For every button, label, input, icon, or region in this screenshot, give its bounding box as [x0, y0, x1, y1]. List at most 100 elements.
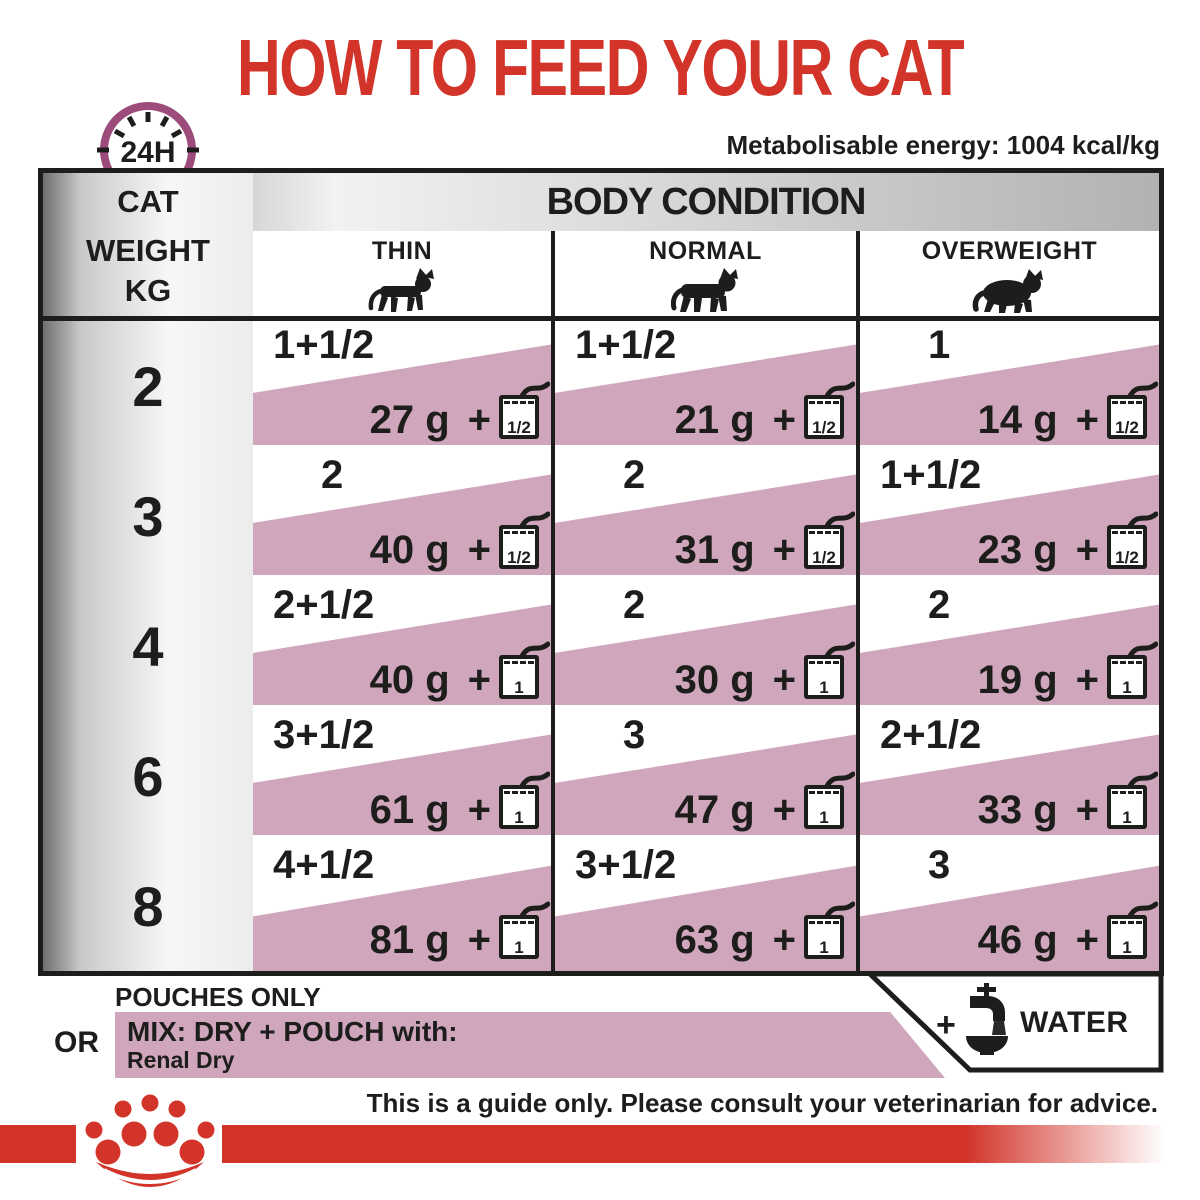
column-label: NORMAL — [649, 237, 762, 265]
column-header-overweight: OVERWEIGHT — [860, 231, 1159, 316]
pouch-count: 2 — [623, 453, 646, 497]
pouch-count: 1+1/2 — [273, 323, 375, 367]
overweight-cat-icon — [972, 269, 1043, 313]
feeding-table: BODY CONDITION CAT WEIGHT KG THIN NORMAL — [38, 168, 1164, 976]
pouch-icon: 1/2 — [804, 511, 855, 569]
pouch-count: 4+1/2 — [273, 843, 375, 887]
pouch-flap — [825, 771, 855, 788]
water-callout: + WATER — [860, 966, 1166, 1078]
water-plus-sign: + — [936, 1006, 956, 1044]
pouch-icon: 1 — [499, 641, 550, 699]
plus-sign: + — [772, 398, 796, 443]
pouch-flap — [825, 511, 855, 528]
mix-label: MIX: DRY + POUCH with: — [127, 1016, 458, 1047]
row-header-kg: KG — [124, 273, 172, 308]
pouch-flap — [825, 641, 855, 658]
feed-cell-overweight: 1+1/2 23 g + 1/2 — [860, 451, 1159, 581]
column-divider — [856, 231, 860, 971]
feed-amount: 40 g + 1 — [370, 641, 550, 703]
pouch-count: 3+1/2 — [575, 843, 677, 887]
plus-sign: + — [467, 398, 491, 443]
feed-amount: 46 g + 1 — [978, 901, 1158, 960]
pouch-fraction: 1 — [819, 678, 829, 697]
pouch-count: 2 — [928, 583, 951, 627]
pouch-fraction: 1 — [1122, 808, 1132, 827]
cat-weight-value: 8 — [132, 874, 164, 938]
plus-sign: + — [772, 918, 796, 963]
pouch-flap — [1128, 901, 1158, 918]
pouch-body — [499, 655, 539, 699]
body-condition-header: BODY CONDITION — [253, 173, 1159, 231]
feed-cell-normal: 3+1/2 63 g + 1 — [555, 841, 856, 971]
pouch-icon: 1 — [499, 771, 550, 829]
pouch-body — [804, 915, 844, 959]
pouch-flap — [1128, 381, 1158, 398]
column-header-thin: THIN — [253, 231, 551, 316]
plus-sign: + — [1075, 658, 1099, 703]
table-row: 8 4+1/2 81 g + 1 3+1/2 63 g + — [43, 841, 1159, 971]
pouch-body — [1107, 915, 1147, 959]
pouch-flap — [1128, 511, 1158, 528]
pouch-icon: 1 — [804, 641, 855, 699]
feed-cell-thin: 1+1/2 27 g + 1/2 — [253, 321, 551, 451]
water-tap-bowl-icon — [966, 983, 1008, 1055]
pouch-body — [499, 785, 539, 829]
plus-sign: + — [772, 658, 796, 703]
dry-grams: 40 g — [369, 528, 450, 573]
plus-sign: + — [772, 788, 796, 833]
dry-grams: 23 g — [977, 528, 1058, 573]
plus-sign: + — [467, 658, 491, 703]
feed-amount: 30 g + 1 — [675, 641, 855, 703]
pouch-fraction: 1/2 — [812, 548, 836, 567]
dry-grams: 21 g — [674, 398, 755, 443]
column-divider — [551, 231, 555, 971]
feed-cell-overweight: 3 46 g + 1 — [860, 841, 1159, 971]
pouch-fraction: 1 — [514, 808, 524, 827]
pouch-icon: 1/2 — [499, 511, 550, 569]
plus-sign: + — [1075, 398, 1099, 443]
column-label: OVERWEIGHT — [921, 237, 1098, 265]
pouch-flap — [520, 901, 550, 918]
feed-cell-normal: 3 47 g + 1 — [555, 711, 856, 841]
pouch-flap — [520, 511, 550, 528]
feed-amount: 47 g + 1 — [675, 771, 855, 833]
pouch-icon: 1/2 — [1107, 511, 1158, 569]
clock-24h-icon: 24H — [97, 102, 199, 169]
feed-amount: 21 g + 1/2 — [674, 381, 855, 443]
pouch-fraction: 1/2 — [507, 418, 531, 437]
cat-weight-value: 3 — [132, 484, 164, 548]
feed-amount: 23 g + 1/2 — [977, 511, 1158, 573]
feed-cell-overweight: 1 14 g + 1/2 — [860, 321, 1159, 451]
pouch-body — [804, 655, 844, 699]
pouch-body — [499, 395, 539, 439]
dry-grams: 27 g — [369, 398, 450, 443]
feed-amount: 61 g + 1 — [370, 771, 550, 830]
feed-amount: 27 g + 1/2 — [369, 381, 550, 443]
pouch-icon: 1/2 — [1107, 381, 1158, 439]
feed-cell-thin: 4+1/2 81 g + 1 — [253, 841, 551, 971]
pouch-fraction: 1/2 — [1115, 548, 1139, 567]
pouch-fraction: 1 — [1122, 678, 1132, 697]
brand-paw-logo — [85, 1094, 215, 1187]
thin-cat-icon — [368, 268, 434, 312]
svg-text:24H: 24H — [120, 136, 175, 169]
pouch-flap — [520, 641, 550, 658]
feed-cell-normal: 2 30 g + 1 — [555, 581, 856, 711]
pouch-body — [1107, 785, 1147, 829]
row-header-cat: CAT — [117, 184, 179, 219]
pouch-flap — [1128, 771, 1158, 788]
table-row: 3 2 40 g + 1/2 2 31 g + — [43, 451, 1159, 581]
cat-weight-value: 6 — [132, 744, 164, 808]
pouch-icon: 1 — [804, 771, 855, 829]
pouch-body — [1107, 525, 1147, 569]
pouch-flap — [825, 381, 855, 398]
plus-sign: + — [772, 528, 796, 573]
feed-cell-overweight: 2+1/2 33 g + 1 — [860, 711, 1159, 841]
pouch-count: 2 — [321, 453, 344, 497]
feed-cell-normal: 2 31 g + 1/2 — [555, 451, 856, 581]
pouch-icon: 1 — [804, 901, 855, 959]
mix-product-label: Renal Dry — [127, 1047, 235, 1073]
plus-sign: + — [467, 528, 491, 573]
pouch-body — [804, 525, 844, 569]
table-rows: 2 1+1/2 27 g + 1/2 1+1/2 21 g + — [43, 321, 1159, 971]
